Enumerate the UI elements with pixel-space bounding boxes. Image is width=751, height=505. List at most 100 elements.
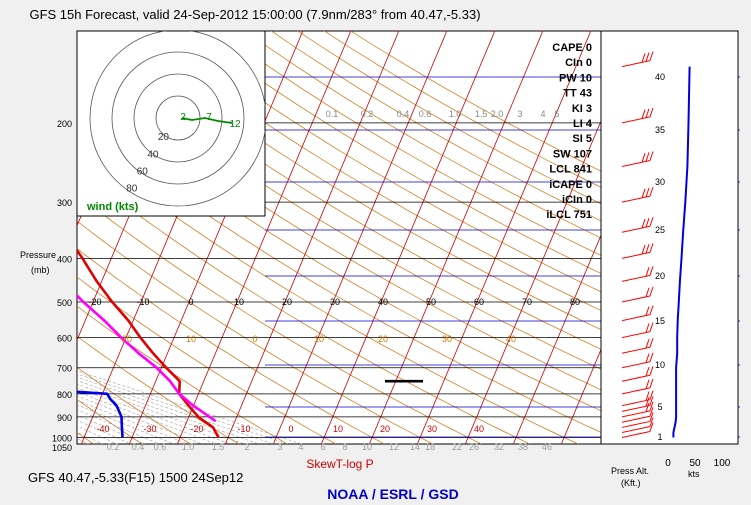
isotherm-line [128,31,304,444]
wind-barb-flag [641,109,646,119]
stability-index: PW 10 [559,72,592,84]
wind-barb-flag [645,244,650,254]
dry-adiabat-label: 40 [506,334,516,344]
hodograph-ring [89,31,265,207]
temperature-tick-label: 10 [234,297,244,307]
stability-index: LI 4 [573,118,593,130]
wind-barb-flag [641,188,646,199]
low-temperature-label: 30 [427,424,437,434]
hodograph-ring-label: 60 [137,166,149,177]
pressure-tick-label: 800 [57,390,72,400]
wind-barb-flag [641,244,646,255]
stability-index: LCL 841 [549,164,592,176]
mixing-ratio-label: 0.6 [154,442,167,452]
temperature-tick-label: 70 [522,297,532,307]
hodograph-ring-label: 20 [158,132,170,143]
station-info: GFS 40.47,-5.33(F15) 1500 24Sep12 [28,470,243,485]
mixing-ratio-label: 2 [244,442,249,452]
stability-indices: CAPE 0 CIn 0 PW 10 TT 43 KI 3 LI 4 SI 5 SW 107 L… [546,42,593,221]
wind-barb-flag [649,338,654,348]
virtual_temp-trace [77,293,217,423]
pressure-axis-label-line2: (mb) [31,265,50,275]
mixing-ratio-label: 14 [410,442,420,452]
moist-adiabat-label: 0.6 [419,109,432,119]
wind-barb [621,195,651,203]
moist-adiabat-label: 2.0 [491,109,504,119]
wind-barb [621,274,651,282]
wind-barb-flag [645,306,650,316]
mixing-ratio-label: 12 [389,442,399,452]
isotherm-line [368,31,544,444]
dry-adiabat-line [270,31,601,222]
wind-barb-flag [649,186,654,197]
dry-adiabat-line [111,31,601,331]
mixing-ratio-label: 1.0 [182,442,195,452]
altitude-tick-label: 35 [655,125,665,135]
wind-barb-flag [649,366,654,376]
mixing-ratio-label: 26 [469,442,479,452]
hodograph-rings: 20 40 60 80 12 7 2 [89,31,265,207]
chart-title: GFS 15h Forecast, valid 24-Sep-2012 15:0… [29,7,480,22]
wind-barb [621,387,651,395]
hodograph: 20 40 60 80 12 7 2 wind (kts) [76,30,266,217]
wind-barb-flag [645,152,650,162]
wind-barb-flag [641,153,646,163]
isotherm-line [0,31,15,447]
mixing-ratio-label: 3 [277,442,282,452]
stability-index: iCIn 0 [562,194,592,206]
isotherm-line [320,31,496,444]
dry-adiabat-line [297,31,601,205]
wind-barb-flag [645,397,650,407]
wind-barb [621,426,651,434]
wind-barb-flag [645,217,650,228]
wind-barb-flag [645,402,650,412]
wind-barb [621,346,651,354]
wind-barb-flag [649,396,654,406]
dry-adiabat-line [77,276,337,444]
temperature-trace [77,248,220,439]
moist-adiabat-line [77,391,217,444]
pressure-axis-label-line1: Pressure [20,250,56,260]
wind-barb-flag [649,151,654,161]
hodograph-frame [76,30,266,217]
low-temperature-label: -20 [190,424,203,434]
moist-adiabat-line [77,383,246,444]
wind-barb-flag [645,52,650,62]
mixing-ratio-label: 6 [320,442,325,452]
wind-speed-unit: kts [688,469,700,479]
wind-speed-trace [672,66,691,438]
stability-index: CIn 0 [565,57,592,69]
mixing-ratio-label: 22 [452,442,462,452]
stability-index: CAPE 0 [552,42,592,54]
dry-adiabat-line [244,31,601,239]
credit-label: NOAA / ESRL / GSD [327,486,458,502]
wind-barb [621,415,651,423]
altitude-tick-label: 5 [657,402,662,412]
mixing-ratio-label: 0.2 [107,442,120,452]
stability-index: KI 3 [572,103,592,115]
skewt-traces [77,248,423,439]
mixing-ratio-label: 32 [494,442,504,452]
dry-adiabat-line [77,398,143,444]
moist-adiabat-label: 0.2 [361,109,374,119]
altitude-tick-label: 20 [655,271,665,281]
isotherm-line [0,31,63,447]
isotherm-line [272,31,448,444]
wind-barb [621,399,651,407]
wind-barb-flag [649,401,654,412]
wind-barb-flag [645,187,650,198]
wind-barb [621,251,651,259]
dry-adiabat-label: 20 [122,334,132,344]
altitude-tick-label: 10 [655,360,665,370]
wind-barb [621,420,651,428]
altitude-tick-label: 40 [655,72,665,82]
stability-index: iLCL 751 [546,209,592,221]
wind-panel [600,30,739,445]
moist-adiabat-label: 4 [540,109,545,119]
dry-adiabat-line [323,31,601,188]
wind-speed-tick-label: 100 [714,458,731,469]
pressure-tick-label: 400 [57,254,72,264]
press-alt-label-line1: Press Alt. [611,466,649,476]
moist-adiabat-line [77,395,203,444]
